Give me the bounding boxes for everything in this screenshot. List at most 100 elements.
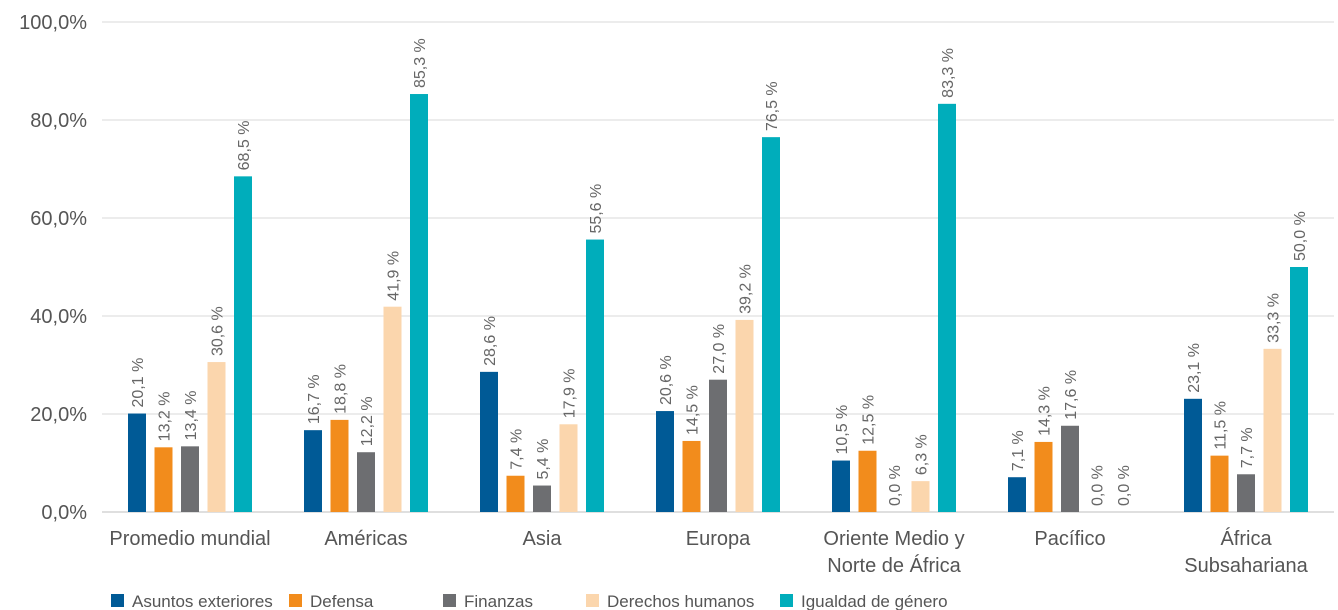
data-label: 17,9 % <box>562 368 579 418</box>
bar <box>709 379 727 512</box>
bar <box>154 447 173 512</box>
bar <box>832 460 850 512</box>
data-label: 33,3 % <box>1266 293 1283 343</box>
bar <box>181 446 199 512</box>
bars <box>128 94 1308 512</box>
legend-swatch <box>289 594 302 607</box>
legend-label: Igualdad de género <box>801 592 948 610</box>
bar <box>330 419 349 512</box>
data-label: 14,5 % <box>685 385 702 435</box>
data-label: 7,1 % <box>1010 430 1027 471</box>
bar <box>1290 267 1308 512</box>
y-tick-label: 60,0% <box>30 208 87 230</box>
data-label: 41,9 % <box>386 251 403 301</box>
bar <box>383 306 402 512</box>
y-tick-label: 40,0% <box>30 306 87 328</box>
bar <box>128 413 146 512</box>
data-label: 6,3 % <box>914 434 931 475</box>
data-label: 39,2 % <box>738 264 755 314</box>
data-label: 7,4 % <box>509 429 526 470</box>
data-label: 27,0 % <box>711 324 728 374</box>
bar <box>480 371 498 512</box>
data-label: 16,7 % <box>306 374 323 424</box>
data-label: 5,4 % <box>535 439 552 480</box>
data-label: 85,3 % <box>412 38 429 88</box>
x-category-label: Subsahariana <box>1184 555 1308 577</box>
data-label: 0,0 % <box>1090 465 1107 506</box>
x-category-label: África <box>1220 527 1272 550</box>
x-category-label: Oriente Medio y <box>823 528 964 550</box>
data-label: 20,1 % <box>130 358 147 408</box>
legend-label: Derechos humanos <box>607 592 754 610</box>
y-tick-label: 100,0% <box>19 12 87 34</box>
data-label: 13,2 % <box>157 392 174 442</box>
x-category-label: Europa <box>686 528 751 550</box>
legend-label: Defensa <box>310 592 374 610</box>
x-category-label: Promedio mundial <box>109 528 270 550</box>
y-tick-label: 80,0% <box>30 110 87 132</box>
bar <box>682 440 701 512</box>
legend-swatch <box>586 594 599 607</box>
legend-label: Asuntos exteriores <box>132 592 273 610</box>
data-label: 50,0 % <box>1292 211 1309 261</box>
legend-label: Finanzas <box>464 592 533 610</box>
x-category-label: Asia <box>523 528 563 550</box>
data-label: 13,4 % <box>183 391 200 441</box>
x-category-label: Américas <box>324 528 407 550</box>
bar <box>1237 474 1255 512</box>
data-label: 0,0 % <box>887 465 904 506</box>
data-label: 0,0 % <box>1116 465 1133 506</box>
bar <box>911 481 930 512</box>
bar <box>234 176 252 512</box>
data-label: 10,5 % <box>834 405 851 455</box>
bar <box>559 424 578 512</box>
bar <box>1263 348 1282 512</box>
legend-swatch <box>443 594 456 607</box>
bar <box>1061 425 1079 512</box>
data-label: 17,6 % <box>1063 370 1080 420</box>
data-label: 20,6 % <box>658 355 675 405</box>
bar <box>304 430 322 512</box>
data-label: 83,3 % <box>940 48 957 98</box>
bar <box>586 239 604 512</box>
data-label: 76,5 % <box>764 81 781 131</box>
bar <box>1008 477 1026 512</box>
bar <box>506 475 525 512</box>
data-label: 14,3 % <box>1037 386 1054 436</box>
bar <box>735 319 754 512</box>
bar <box>762 137 780 512</box>
bar <box>533 485 551 512</box>
x-category-label: Pacífico <box>1034 528 1105 550</box>
bar <box>357 452 375 512</box>
data-label: 68,5 % <box>236 121 253 171</box>
y-axis-tick-labels: 0,0% 20,0% 40,0% 60,0% 80,0% 100,0% <box>19 12 87 524</box>
bar <box>656 411 674 512</box>
legend-swatch <box>111 594 124 607</box>
bar <box>858 450 877 512</box>
x-category-label: Norte de África <box>827 554 961 577</box>
data-label: 28,6 % <box>482 316 499 366</box>
data-label: 7,7 % <box>1239 427 1256 468</box>
bar <box>938 103 956 512</box>
gridlines <box>102 21 1334 513</box>
data-labels: 20,1 % 13,2 % 13,4 % 30,6 % 68,5 % 16,7 % 18,8… <box>130 38 1309 506</box>
x-axis-category-labels: Promedio mundial Américas Asia Europa Orient… <box>109 527 1308 577</box>
legend-swatch <box>780 594 793 607</box>
bar <box>1210 455 1229 512</box>
data-label: 18,8 % <box>333 364 350 414</box>
data-label: 12,5 % <box>861 395 878 445</box>
bar <box>1184 398 1202 512</box>
bar <box>207 362 226 512</box>
bar <box>1034 441 1053 512</box>
data-label: 11,5 % <box>1213 401 1230 450</box>
data-label: 30,6 % <box>210 306 227 356</box>
data-label: 12,2 % <box>359 396 376 446</box>
data-label: 23,1 % <box>1186 343 1203 393</box>
data-label: 55,6 % <box>588 184 605 234</box>
legend: Asuntos exteriores Defensa Finanzas Derecho… <box>111 592 948 610</box>
y-tick-label: 20,0% <box>30 404 87 426</box>
bar <box>410 94 428 512</box>
y-tick-label: 0,0% <box>41 502 87 524</box>
